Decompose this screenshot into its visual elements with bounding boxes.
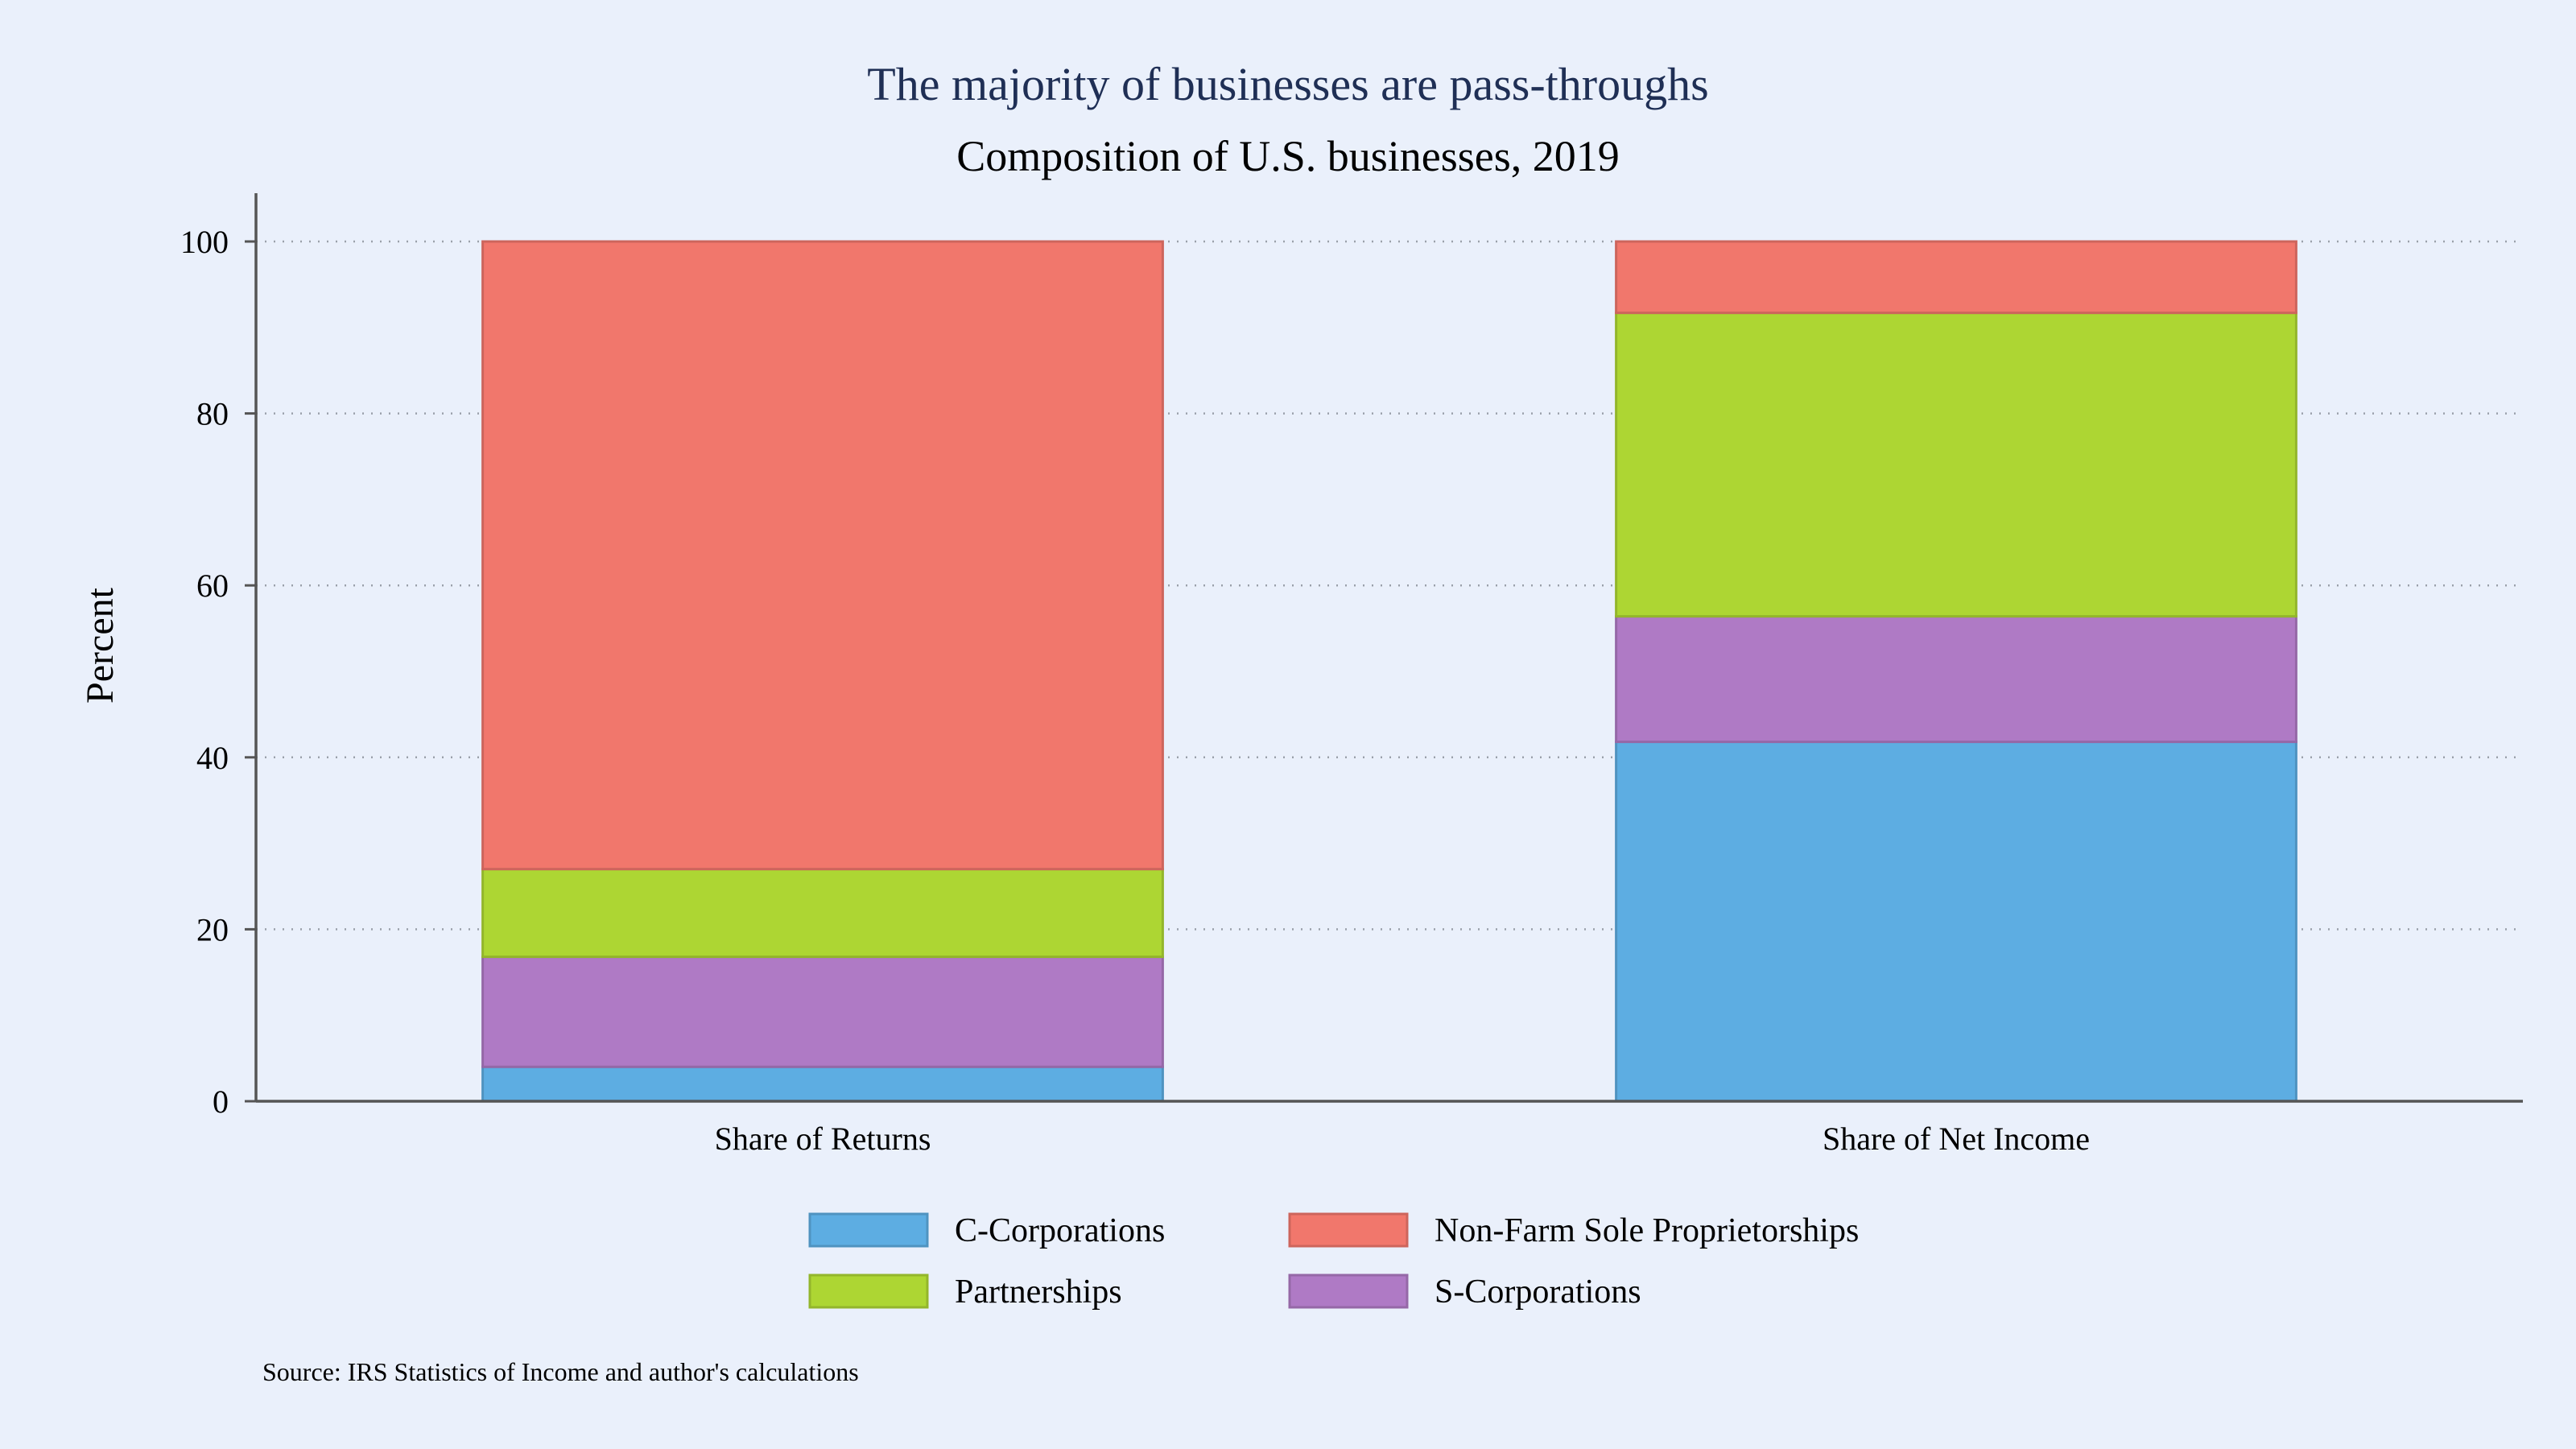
y-tick-label: 0 — [213, 1084, 229, 1120]
y-axis-label: Percent — [79, 587, 122, 704]
bar-segment — [481, 1065, 1164, 1103]
legend: C-Corporations Non-Farm Sole Proprietorsh… — [808, 1212, 1859, 1311]
y-tick-label: 40 — [196, 740, 229, 776]
legend-swatch — [1288, 1274, 1409, 1309]
y-tick-label: 80 — [196, 396, 229, 432]
x-tick-label: Share of Returns — [715, 1121, 931, 1157]
x-tick-label: Share of Net Income — [1823, 1121, 2090, 1157]
bar-segment — [481, 956, 1164, 1068]
bar-segment — [1615, 741, 2297, 1103]
chart-title: The majority of businesses are pass-thro… — [867, 58, 1708, 110]
bar-segment — [1615, 615, 2297, 744]
axes: 0 20 40 60 80 100 Share of Returns Share of Net… — [180, 193, 2523, 1157]
legend-label: C-Corporations — [955, 1212, 1165, 1249]
chart-subtitle: Composition of U.S. businesses, 2019 — [956, 132, 1620, 180]
y-tick-label: 100 — [180, 224, 229, 260]
bar-segment — [1615, 312, 2297, 618]
legend-swatch — [808, 1274, 929, 1309]
y-tick-label: 60 — [196, 568, 229, 604]
gridlines — [256, 240, 2523, 931]
bar-segment — [481, 240, 1164, 871]
source-note: Source: IRS Statistics of Income and aut… — [262, 1357, 859, 1386]
legend-swatch — [1288, 1212, 1409, 1248]
bars — [481, 240, 2297, 1103]
bar-segment — [481, 868, 1164, 959]
legend-swatch — [808, 1212, 929, 1248]
bar-segment — [1615, 240, 2297, 315]
legend-label: Non-Farm Sole Proprietorships — [1435, 1212, 1859, 1249]
legend-label: Partnerships — [955, 1274, 1122, 1311]
legend-label: S-Corporations — [1435, 1274, 1641, 1311]
y-tick-label: 20 — [196, 911, 229, 947]
